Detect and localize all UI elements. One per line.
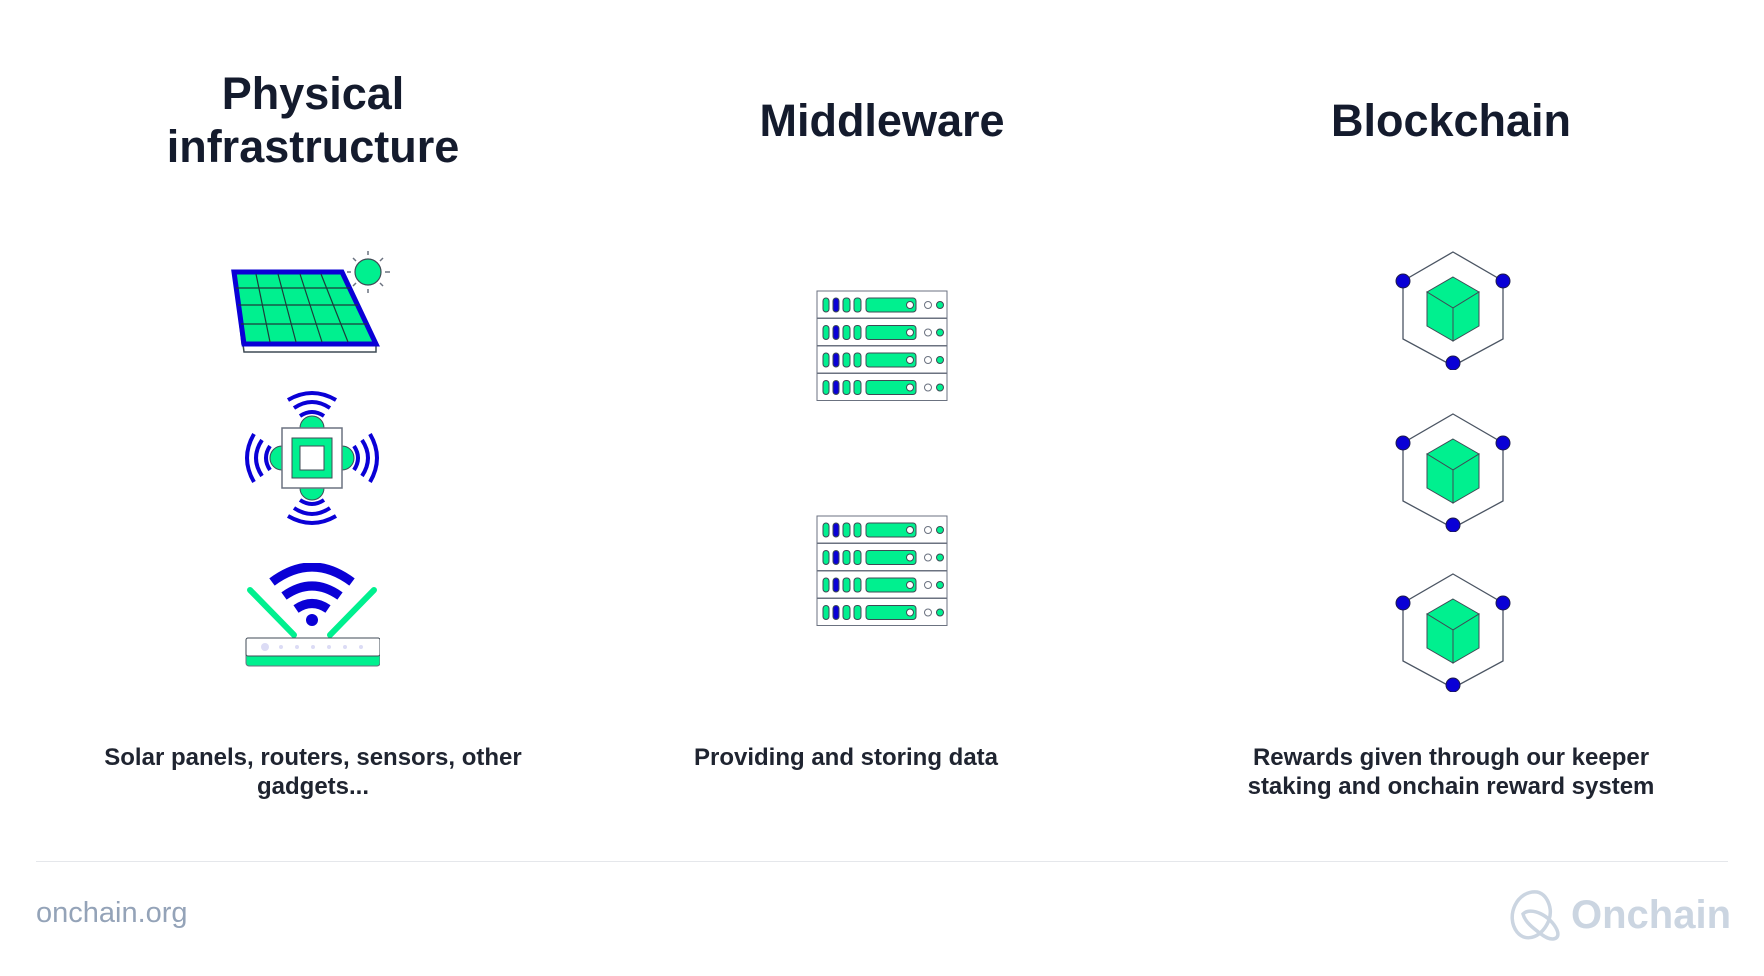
solar-panel-icon xyxy=(231,251,390,353)
blockchain-node-icon xyxy=(1395,573,1511,692)
title-middleware: Middleware xyxy=(759,95,1005,146)
blockchain-node-icon xyxy=(1395,413,1511,532)
footer-url[interactable]: onchain.org xyxy=(36,897,188,929)
sensor-chip-icon xyxy=(245,391,379,525)
server-rack-icon xyxy=(816,290,948,401)
server-rack-icon xyxy=(816,515,948,626)
onchain-logo-icon xyxy=(1510,890,1560,941)
onchain-logo: Onchain xyxy=(1507,888,1731,942)
blockchain-node-icon xyxy=(1395,251,1511,370)
footer-divider xyxy=(36,861,1728,862)
caption-physical: Solar panels, routers, sensors, other ga… xyxy=(104,744,522,800)
wifi-router-icon xyxy=(245,563,380,667)
title-blockchain: Blockchain xyxy=(1330,95,1572,146)
title-physical: Physical infrastructure xyxy=(166,68,460,172)
caption-blockchain: Rewards given through our keeper staking… xyxy=(1247,744,1655,800)
logo-text: Onchain xyxy=(1571,892,1732,937)
caption-middleware: Providing and storing data xyxy=(693,744,999,771)
